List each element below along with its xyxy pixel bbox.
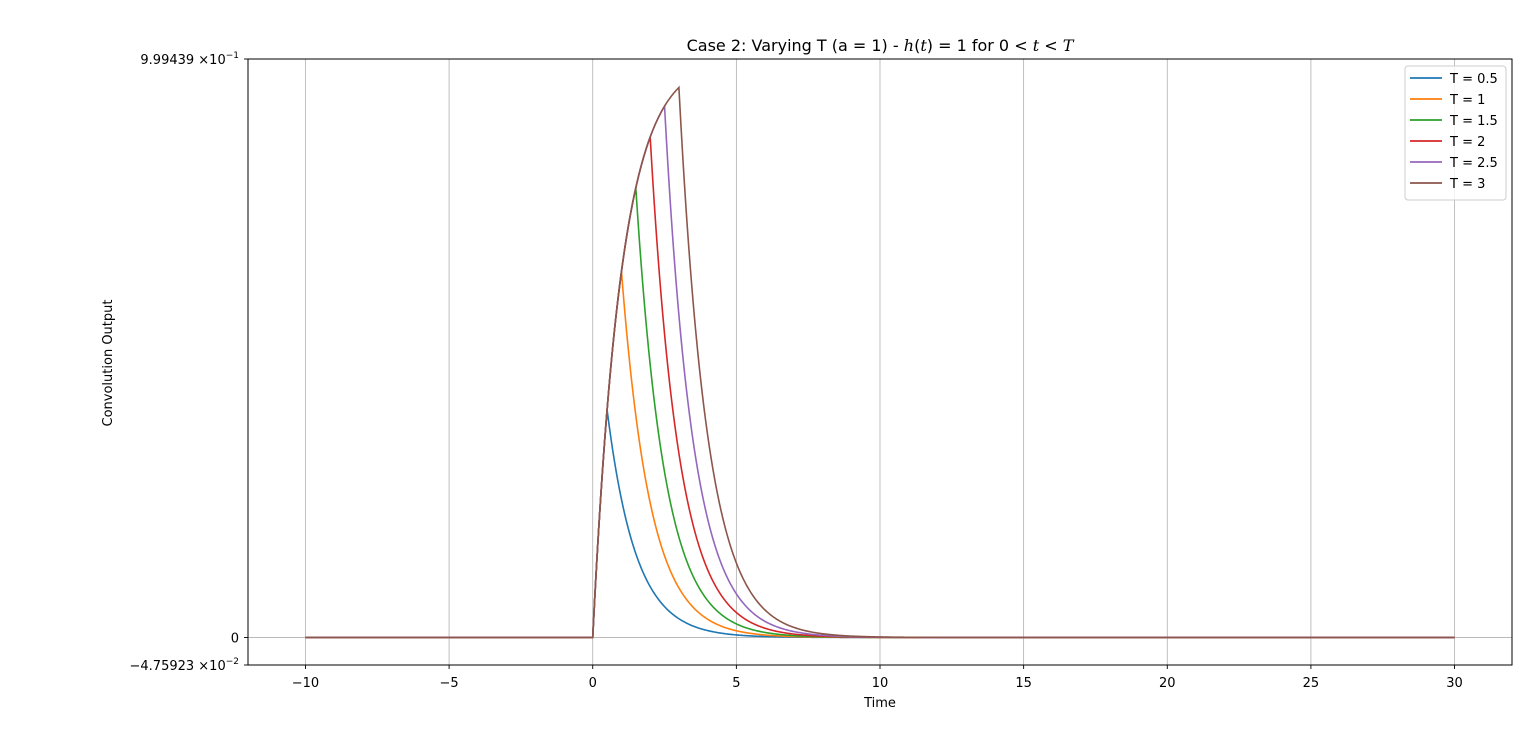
- y-axis-ticks: 9.99439 ×10−1 0 −4.75923 ×10−2: [130, 51, 248, 674]
- legend-label: T = 1: [1449, 93, 1485, 108]
- x-axis-label: Time: [863, 696, 896, 711]
- y-axis-label: Convolution Output: [101, 300, 116, 427]
- x-tick-label: −5: [440, 676, 459, 691]
- x-tick-label: 25: [1303, 676, 1320, 691]
- y-tick-label: 0: [231, 631, 239, 646]
- legend-label: T = 2: [1449, 135, 1485, 150]
- x-tick-label: 15: [1015, 676, 1032, 691]
- legend: T = 0.5 T = 1 T = 1.5 T = 2 T = 2.5 T = 3: [1404, 65, 1507, 201]
- series-lines: [305, 85, 1455, 639]
- series-line-T-3: [305, 85, 1455, 639]
- legend-label: T = 1.5: [1449, 114, 1498, 129]
- y-tick-label: −4.75923 ×10−2: [130, 657, 240, 674]
- x-axis-ticks: −10 −5 0 5 10 15 20 25 30: [292, 665, 1463, 691]
- x-tick-label: 20: [1159, 676, 1176, 691]
- x-tick-label: 30: [1446, 676, 1463, 691]
- legend-label: T = 0.5: [1449, 72, 1498, 87]
- x-tick-label: 0: [589, 676, 597, 691]
- legend-label: T = 2.5: [1449, 156, 1498, 171]
- legend-label: T = 3: [1449, 177, 1485, 192]
- x-tick-label: 5: [732, 676, 740, 691]
- chart-title: Case 2: Varying T (a = 1) - h(t) = 1 for…: [687, 36, 1075, 55]
- x-tick-label: −10: [292, 676, 319, 691]
- y-tick-label: 9.99439 ×10−1: [140, 51, 239, 68]
- x-tick-label: 10: [872, 676, 889, 691]
